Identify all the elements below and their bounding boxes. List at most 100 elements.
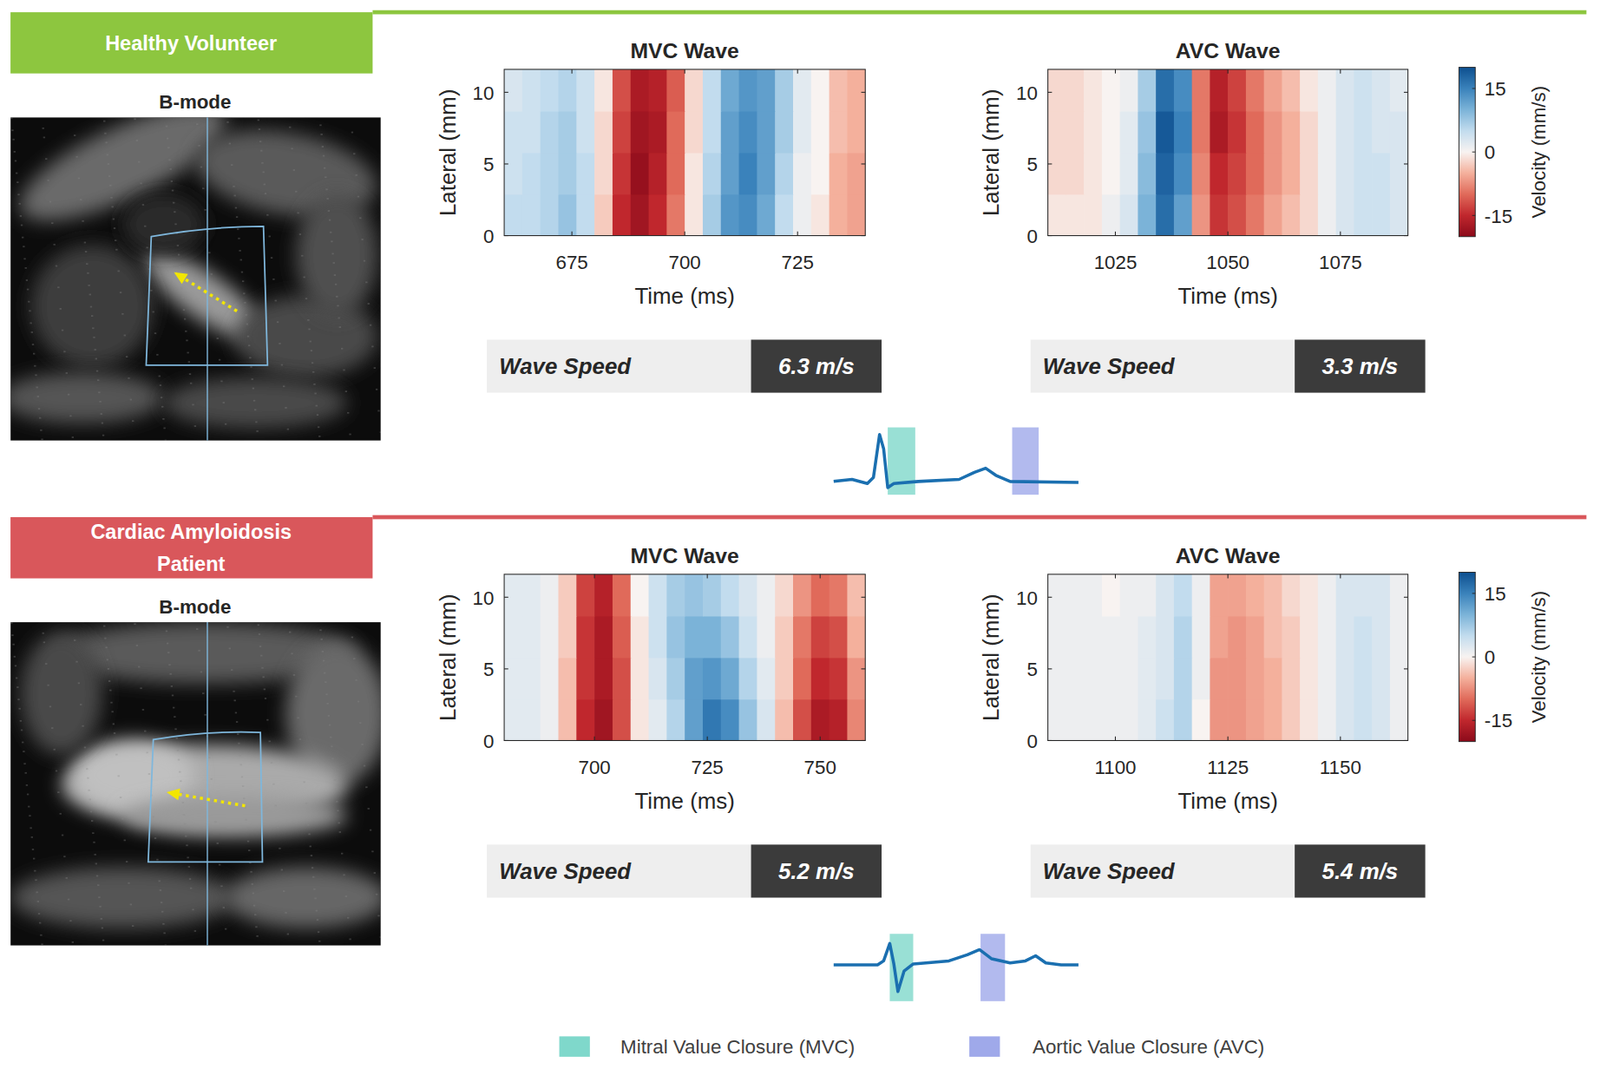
- x-tick-label: 725: [691, 756, 724, 779]
- speckle: [331, 757, 334, 760]
- heat-cell: [811, 616, 831, 659]
- heat-cell: [1048, 699, 1067, 741]
- heat-cell: [1137, 616, 1156, 659]
- speckle: [94, 853, 97, 856]
- speckle: [260, 150, 263, 152]
- speckle: [336, 304, 339, 307]
- speckle: [257, 119, 260, 122]
- x-tick-label: 1100: [1094, 756, 1136, 779]
- heat-cell: [774, 574, 794, 617]
- x-tick: [1339, 231, 1341, 237]
- heat-cell: [540, 657, 560, 701]
- speckle: [100, 413, 103, 415]
- x-axis-label: Time (ms): [634, 283, 735, 309]
- speckle: [220, 380, 223, 382]
- speckle: [354, 679, 357, 682]
- heat-cell: [1281, 616, 1300, 659]
- heat-cell: [504, 194, 524, 237]
- heat-cell: [739, 194, 759, 237]
- speckle: [177, 759, 180, 761]
- speckle: [98, 400, 101, 403]
- heatmap-cells: [1048, 574, 1409, 741]
- legend-swatch: [969, 1036, 1000, 1057]
- speckle: [19, 720, 22, 722]
- heat-cell: [649, 699, 669, 741]
- speckle: [78, 177, 80, 180]
- speckle: [244, 314, 247, 316]
- speckle: [313, 888, 315, 891]
- speckle: [101, 422, 104, 425]
- speckle: [322, 660, 325, 663]
- speckle: [331, 253, 334, 256]
- y-tick-label: 0: [483, 730, 494, 753]
- y-tick: [1048, 163, 1053, 164]
- x-tick: [1339, 69, 1341, 74]
- heat-cell: [684, 574, 704, 617]
- y-tick: [504, 668, 509, 669]
- speckle: [152, 815, 155, 818]
- speckle: [365, 786, 368, 788]
- speckle: [26, 288, 29, 291]
- x-tick: [1339, 574, 1341, 579]
- legend-label: Aortic Value Closure (AVC): [1032, 1036, 1265, 1058]
- heat-cell: [684, 616, 704, 659]
- speckle: [113, 732, 116, 735]
- speckle: [377, 914, 380, 917]
- speckle: [196, 123, 198, 125]
- speckle: [316, 413, 319, 416]
- x-tick-label: 1050: [1206, 251, 1250, 274]
- speckle: [241, 776, 243, 779]
- speckle: [16, 686, 19, 689]
- heat-cell: [846, 152, 866, 196]
- y-tick-label: 5: [1026, 153, 1037, 176]
- speckle: [113, 227, 116, 230]
- speckle: [261, 162, 263, 164]
- speckle: [86, 272, 89, 275]
- speckle: [357, 701, 360, 703]
- annotation-value-box: [1294, 339, 1425, 393]
- heat-cell: [811, 194, 831, 237]
- scan-line: [206, 117, 208, 441]
- y-tick: [861, 596, 866, 598]
- speckle: [369, 829, 372, 832]
- speckle: [17, 698, 20, 701]
- speckle: [249, 366, 252, 368]
- heat-cell: [1281, 152, 1300, 196]
- arrow: [176, 273, 238, 311]
- y-tick: [1048, 740, 1053, 741]
- y-tick: [1048, 668, 1053, 669]
- speckle: [222, 401, 225, 404]
- heat-cell: [630, 657, 650, 701]
- chart-title: AVC Wave: [1175, 39, 1281, 63]
- speckle: [25, 772, 27, 774]
- heat-cell: [1264, 699, 1283, 741]
- speckle: [371, 346, 374, 348]
- speckle: [272, 278, 275, 281]
- speckle: [367, 302, 370, 305]
- x-tick: [1114, 69, 1116, 74]
- x-tick: [1339, 736, 1341, 741]
- heat-cell: [666, 616, 686, 659]
- speckle: [39, 934, 42, 937]
- speckle: [380, 431, 381, 433]
- heat-cell: [1083, 111, 1102, 154]
- speckle: [208, 251, 210, 254]
- x-tick-label: 700: [577, 756, 610, 779]
- heat-cell: [630, 194, 650, 237]
- speckle: [96, 875, 99, 878]
- y-tick: [1403, 596, 1409, 598]
- x-tick: [797, 231, 799, 237]
- heat-cell: [756, 699, 776, 741]
- heat-cell: [1227, 194, 1246, 237]
- speckle: [230, 163, 233, 166]
- speckle: [321, 145, 324, 148]
- heat-cell: [684, 194, 704, 237]
- heat-cell: [721, 194, 741, 237]
- speckle: [293, 674, 296, 676]
- speckle: [363, 765, 366, 768]
- speckle: [13, 655, 16, 658]
- speckle: [109, 689, 112, 692]
- speckle: [95, 863, 98, 866]
- heat-cell: [1353, 699, 1372, 741]
- speckle: [272, 783, 275, 786]
